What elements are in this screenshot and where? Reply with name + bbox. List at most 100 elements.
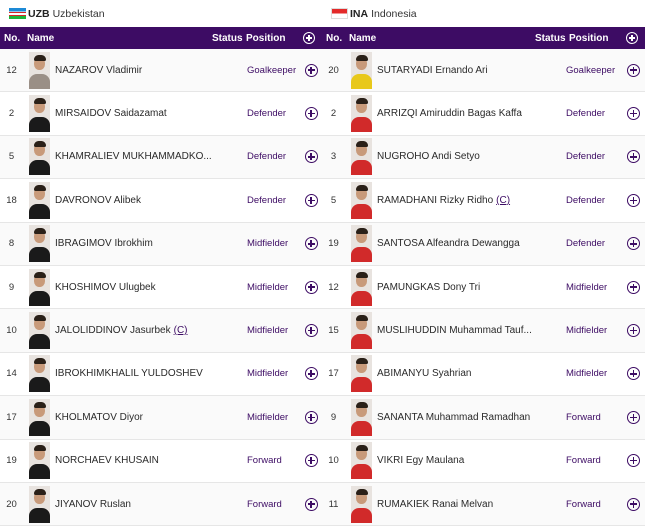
player-position: Defender (247, 151, 287, 163)
add-player-button[interactable] (622, 367, 645, 381)
player-name[interactable]: SANANTA Muhammad Ramadhan (377, 411, 531, 423)
player-name[interactable]: ABIMANYU Syahrian (377, 368, 472, 380)
plus-circle-icon (304, 454, 318, 468)
player-number: 12 (6, 64, 17, 76)
player-row[interactable]: 12 PAMUNGKAS Dony Tri Midfielder (322, 266, 645, 310)
add-player-button[interactable] (622, 63, 645, 77)
add-player-button[interactable] (622, 324, 645, 338)
add-player-button[interactable] (300, 280, 322, 294)
add-player-button[interactable] (622, 150, 645, 164)
player-name[interactable]: IBROKHIMKHALIL YULDOSHEV (55, 368, 203, 380)
player-name[interactable]: KHAMRALIEV MUKHAMMADKO... (55, 151, 212, 163)
player-row[interactable]: 5 KHAMRALIEV MUKHAMMADKO... Defender (0, 135, 322, 180)
add-player-button[interactable] (300, 193, 322, 207)
player-name[interactable]: ARRIZQI Amiruddin Bagas Kaffa (377, 108, 522, 120)
player-row[interactable]: 10 JALOLIDDINOV Jasurbek (C) Midfielder (0, 309, 322, 353)
player-name[interactable]: VIKRI Egy Maulana (377, 455, 465, 467)
add-player-button[interactable] (622, 410, 645, 424)
player-row[interactable]: 3 NUGROHO Andi Setyo Defender (322, 135, 645, 180)
player-row[interactable]: 5 RAMADHANI Rizky Ridho (C) Defender (322, 179, 645, 223)
player-name-cell: IBROKHIMKHALIL YULDOSHEV (55, 368, 247, 379)
player-row[interactable]: 17 KHOLMATOV Diyor Midfielder (0, 396, 322, 440)
add-player-button[interactable] (622, 193, 645, 207)
player-row[interactable]: 17 ABIMANYU Syahrian Midfielder (322, 353, 645, 397)
player-name[interactable]: KHOSHIMOV Ulugbek (55, 281, 156, 293)
player-row[interactable]: 15 MUSLIHUDDIN Muhammad Tauf... Midfielder (322, 309, 645, 353)
captain-badge: (C) (496, 194, 511, 206)
player-row[interactable]: 10 VIKRI Egy Maulana Forward (322, 440, 645, 483)
player-position: Midfielder (247, 238, 289, 250)
player-row[interactable]: 2 MIRSAIDOV Saidazamat Defender (0, 92, 322, 136)
player-name-cell: KHOLMATOV Diyor (55, 412, 247, 423)
add-player-button[interactable] (622, 237, 645, 251)
player-row[interactable]: 20 JIYANOV Ruslan Forward (0, 482, 322, 527)
player-position: Forward (566, 411, 601, 423)
player-row[interactable]: 11 RUMAKIEK Ranai Melvan Forward (322, 482, 645, 527)
add-player-button[interactable] (300, 367, 322, 381)
player-name-cell: SANANTA Muhammad Ramadhan (377, 412, 566, 423)
add-player-button[interactable] (622, 280, 645, 294)
player-row[interactable]: 19 NORCHAEV KHUSAIN Forward (0, 440, 322, 483)
player-position: Defender (566, 151, 606, 163)
add-player-button[interactable] (300, 497, 322, 511)
player-row[interactable]: 12 NAZAROV Vladimir Goalkeeper (0, 49, 322, 93)
player-hair (355, 54, 368, 61)
player-photo (29, 355, 50, 393)
player-photo (29, 181, 50, 219)
player-name[interactable]: NORCHAEV KHUSAIN (55, 455, 159, 467)
player-position: Defender (566, 194, 606, 206)
player-name[interactable]: KHOLMATOV Diyor (55, 411, 143, 423)
plus-circle-icon (627, 454, 640, 468)
player-row[interactable]: 8 IBRAGIMOV Ibrokhim Midfielder (0, 222, 322, 266)
player-row[interactable]: 9 KHOSHIMOV Ulugbek Midfielder (0, 266, 322, 310)
add-player-button[interactable] (622, 497, 645, 511)
player-row[interactable]: 18 DAVRONOV Alibek Defender (0, 179, 322, 223)
player-name[interactable]: SUTARYADI Ernando Ari (377, 64, 488, 76)
player-name[interactable]: PAMUNGKAS Dony Tri (377, 281, 481, 293)
team-name: Indonesia (371, 7, 417, 20)
player-shirt (351, 507, 372, 523)
player-hair (355, 141, 368, 148)
player-name[interactable]: NUGROHO Andi Setyo (377, 151, 480, 163)
player-position: Defender (247, 194, 287, 206)
indonesia-flag-icon (331, 8, 348, 19)
player-row[interactable]: 2 ARRIZQI Amiruddin Bagas Kaffa Defender (322, 92, 645, 136)
add-player-button[interactable] (300, 324, 322, 338)
player-name[interactable]: NAZAROV Vladimir (55, 64, 143, 76)
add-player-button[interactable] (300, 237, 322, 251)
player-position: Midfielder (247, 281, 289, 293)
player-face (34, 143, 45, 157)
add-player-button[interactable] (300, 410, 322, 424)
player-name[interactable]: RUMAKIEK Ranai Melvan (377, 498, 494, 510)
player-name[interactable]: MIRSAIDOV Saidazamat (55, 108, 167, 120)
add-player-button[interactable] (622, 107, 645, 121)
add-player-button[interactable] (622, 454, 645, 468)
player-name[interactable]: IBRAGIMOV Ibrokhim (55, 238, 153, 250)
add-all-button[interactable] (296, 32, 322, 44)
player-position: Midfielder (566, 281, 608, 293)
player-row[interactable]: 14 IBROKHIMKHALIL YULDOSHEV Midfielder (0, 353, 322, 397)
player-position: Defender (247, 108, 287, 120)
player-name[interactable]: SANTOSA Alfeandra Dewangga (377, 238, 520, 250)
player-row[interactable]: 19 SANTOSA Alfeandra Dewangga Defender (322, 222, 645, 266)
player-photo (351, 485, 372, 523)
player-number: 20 (328, 64, 339, 76)
player-row[interactable]: 20 SUTARYADI Ernando Ari Goalkeeper (322, 49, 645, 93)
add-player-button[interactable] (300, 63, 322, 77)
player-name[interactable]: RAMADHANI Rizky Ridho (377, 194, 494, 206)
add-player-button[interactable] (300, 150, 322, 164)
player-name-cell: IBRAGIMOV Ibrokhim (55, 238, 247, 249)
team-header: UZB Uzbekistan (0, 0, 322, 27)
add-player-button[interactable] (300, 107, 322, 121)
player-row[interactable]: 9 SANANTA Muhammad Ramadhan Forward (322, 396, 645, 440)
add-all-button[interactable] (619, 32, 645, 44)
player-name[interactable]: MUSLIHUDDIN Muhammad Tauf... (377, 325, 532, 337)
add-player-button[interactable] (300, 454, 322, 468)
player-photo (351, 181, 372, 219)
player-name[interactable]: JALOLIDDINOV Jasurbek (55, 325, 171, 337)
player-name[interactable]: DAVRONOV Alibek (55, 194, 141, 206)
player-name[interactable]: JIYANOV Ruslan (55, 498, 131, 510)
player-position: Forward (247, 498, 282, 510)
player-hair (355, 315, 368, 322)
